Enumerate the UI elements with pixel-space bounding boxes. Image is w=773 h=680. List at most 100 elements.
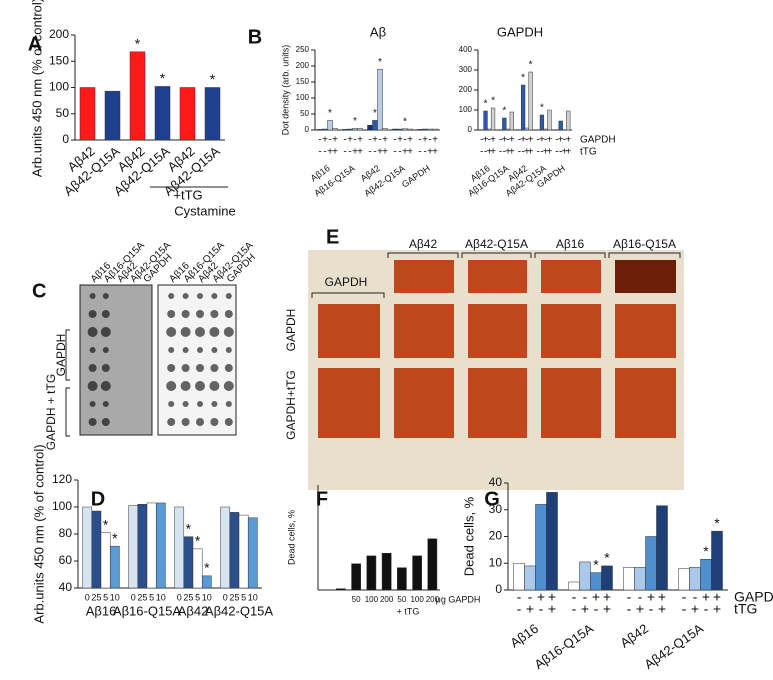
group-label: Aβ16 (507, 621, 541, 651)
sign: + (558, 135, 564, 146)
y-tick-label: 100 (296, 93, 310, 102)
sign: - (517, 589, 522, 605)
bar (377, 68, 383, 131)
sign: + (702, 589, 710, 605)
bar (689, 567, 701, 591)
significance: * (210, 71, 216, 87)
bar (179, 87, 196, 141)
x-sub-label: 10 (248, 592, 258, 602)
panel-letter: G (484, 488, 500, 510)
bar (357, 128, 363, 131)
sign: - (536, 147, 539, 158)
blot-dot (88, 310, 97, 318)
sign: - (373, 147, 376, 158)
sign-row-name: GAPDH (580, 135, 616, 146)
bar (502, 117, 507, 131)
sign: - (536, 135, 539, 146)
y-tick-label: 0 (468, 125, 473, 134)
sign: + (539, 135, 545, 146)
blot-dot (102, 293, 109, 299)
bar (412, 555, 422, 591)
bar (520, 84, 526, 131)
significance: * (160, 70, 166, 86)
sign: + (543, 147, 549, 158)
bar (91, 510, 102, 589)
blot-dot (100, 327, 111, 337)
sign: - (484, 147, 487, 158)
x-sub-label: 5 (149, 592, 154, 602)
significance: * (521, 73, 525, 84)
blot-dot (224, 418, 233, 426)
afm-image (541, 368, 601, 438)
sign: - (638, 589, 643, 605)
sign: + (357, 135, 363, 146)
bar (381, 553, 392, 591)
sign: + (490, 135, 496, 146)
afm-image (468, 260, 527, 293)
blot-dot (168, 347, 175, 353)
sign: + (322, 135, 328, 146)
sign: - (398, 147, 401, 158)
sign: + (357, 147, 363, 158)
bar (634, 567, 646, 591)
blot-dot (211, 347, 218, 353)
blot-dot (88, 364, 97, 372)
bar (392, 128, 398, 131)
bar (327, 120, 333, 131)
blot-dot (197, 293, 203, 299)
bar (366, 555, 377, 591)
blot-dot (197, 347, 203, 353)
sign: + (407, 135, 413, 146)
x-sub-label: 0 (177, 592, 182, 602)
sign: - (499, 135, 502, 146)
y-axis-label: Dot density (arb. units) (280, 45, 290, 136)
sign: + (382, 147, 388, 158)
sign: - (393, 135, 396, 146)
significance: * (186, 520, 192, 536)
afm-image (468, 304, 527, 358)
blot-dot (223, 381, 234, 391)
bar (174, 506, 185, 589)
significance: * (204, 560, 210, 576)
blot-dot (102, 401, 109, 407)
afm-row-label: GAPDH+tTG (284, 370, 298, 440)
bar (332, 128, 338, 131)
sign: + (603, 589, 611, 605)
blot-image (79, 284, 153, 436)
sign: - (480, 147, 483, 158)
bar (432, 128, 438, 131)
panel-letter: A (28, 33, 42, 55)
bar (100, 532, 111, 589)
sign: + (327, 147, 333, 158)
afm-image (615, 368, 676, 438)
bar (656, 505, 668, 591)
blot-dot (196, 418, 204, 426)
note: Cystamine (174, 203, 235, 218)
sign: - (704, 601, 709, 617)
bar (336, 588, 346, 591)
sign: + (565, 147, 571, 158)
sign: - (525, 135, 528, 146)
bar (351, 563, 361, 591)
blot-dot (180, 327, 191, 337)
sign: + (528, 147, 534, 158)
blot-dot (100, 381, 111, 391)
sign: - (368, 135, 371, 146)
bar (247, 517, 258, 589)
blot-dot (181, 364, 190, 372)
sign: + (505, 147, 511, 158)
bar (547, 109, 552, 131)
significance: * (373, 108, 377, 119)
blot-dot (197, 401, 203, 407)
bracket (311, 292, 385, 298)
x-tick-label: 200 (426, 595, 440, 604)
sign: + (486, 147, 492, 158)
bar (645, 536, 657, 591)
blot-dot (209, 381, 220, 391)
sign: + (547, 135, 553, 146)
bar (137, 504, 148, 589)
blot-dot (167, 418, 176, 426)
significance: * (135, 36, 141, 52)
bar (524, 565, 536, 591)
x-sub-label: 25 (229, 592, 239, 602)
